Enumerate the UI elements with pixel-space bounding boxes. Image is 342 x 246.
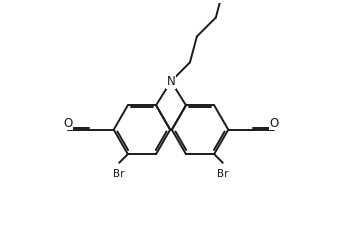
Text: Br: Br: [217, 169, 228, 179]
Text: O: O: [269, 117, 279, 130]
Text: N: N: [167, 75, 175, 88]
Text: Br: Br: [114, 169, 125, 179]
Text: O: O: [63, 117, 73, 130]
